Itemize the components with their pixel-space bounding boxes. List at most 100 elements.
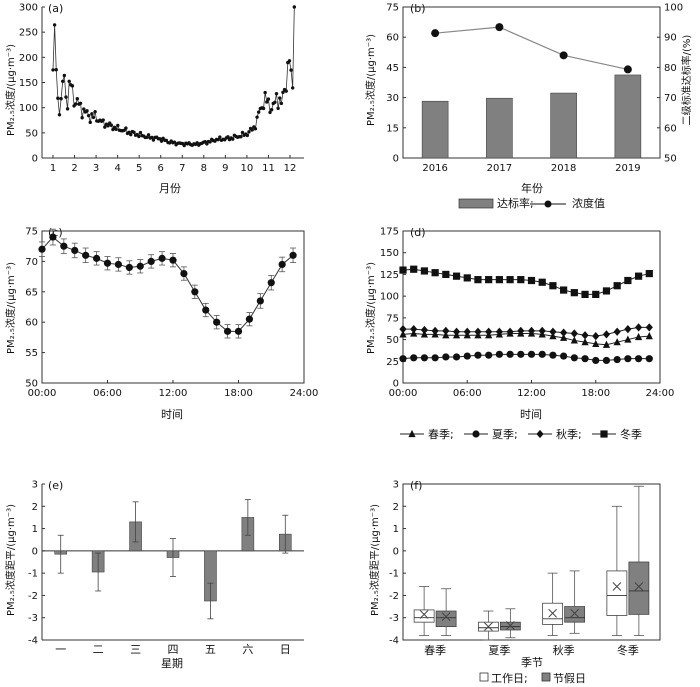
panel-a-xtick-label: 3 (93, 163, 99, 174)
panel-a-point (261, 106, 266, 111)
panel-a-point (289, 68, 293, 72)
panel-a-xtick-label: 2 (71, 163, 77, 174)
panel-a-point (151, 138, 156, 142)
panel-c-point (234, 327, 243, 335)
panel-d-label: (d) (410, 226, 426, 239)
panel-d-point (442, 326, 450, 335)
panel-e-ytick-label: 3 (32, 480, 38, 491)
panel-c-point (180, 269, 188, 278)
panel-f-legend-holiday-label: 节假日 (553, 671, 586, 685)
panel-a-point (93, 110, 97, 114)
panel-a-point (253, 127, 258, 131)
panel-d-point (463, 352, 471, 360)
panel-d-series-line (402, 332, 650, 346)
panel-a-xtick-label: 12 (284, 163, 297, 174)
panel-d-point (624, 325, 632, 334)
panel-a-point (64, 95, 68, 99)
panel-c-point (125, 263, 133, 272)
panel-b-ytick-right-label: 60 (664, 123, 677, 134)
panel-a-point (276, 106, 280, 111)
panel-d-point (474, 276, 482, 284)
panel-d-point (549, 327, 557, 336)
panel-d-point (592, 339, 600, 348)
panel-d-xtick-label: 24:00 (646, 388, 675, 399)
panel-c-point (245, 315, 254, 323)
panel-d-point (452, 353, 461, 361)
panel-f-xtick-label: 冬季 (617, 643, 639, 657)
panel-a-point (292, 5, 297, 9)
panel-a-point (146, 133, 151, 137)
panel-d-point (602, 356, 611, 365)
panel-a-point (132, 130, 136, 134)
panel-e-ytick-label: 0 (32, 546, 38, 557)
panel-d-point (560, 333, 568, 341)
panel-c-point (136, 262, 144, 270)
panel-b-legend-bar-swatch (458, 198, 494, 209)
panel-e-xtick-label: 四 (168, 643, 179, 656)
panel-f-ytick-label: -1 (389, 569, 399, 580)
panel-d-point (538, 350, 546, 358)
panel-a-point (78, 101, 83, 105)
panel-e-xtick-label: 六 (242, 643, 253, 656)
panel-b-ytick-left-label: 75 (386, 3, 399, 14)
panel-d-point (560, 352, 568, 360)
panel-d-point (560, 286, 568, 294)
panel-a-label: (a) (48, 2, 63, 15)
panel-b-line-point (623, 65, 632, 74)
panel-d-point (602, 330, 611, 339)
panel-d-point (506, 276, 514, 284)
panel-a-xtick-label: 4 (114, 163, 120, 174)
panel-d-legend-label: 春季; (428, 428, 454, 441)
panel-a-point (62, 73, 67, 78)
panel-d-frame (402, 230, 661, 384)
panel-f-mean-marker (548, 608, 557, 618)
panel-b-ytick-right-label: 80 (664, 63, 677, 74)
panel-d-point (420, 354, 429, 362)
panel-c-point (169, 256, 177, 264)
panel-a-point (145, 135, 149, 139)
panel-b-xtick-label: 2019 (615, 163, 640, 174)
panel-b-ytick-left-label: 0 (393, 154, 399, 165)
panel-b-legend-bar-label: 达标率; (497, 196, 534, 210)
panel-a-point (231, 137, 235, 141)
panel-d-point (613, 355, 621, 364)
panel-d-point (474, 351, 482, 359)
panel-d-point (634, 272, 643, 280)
panel-d-point (581, 338, 589, 346)
panel-e-xtick-label: 五 (205, 643, 216, 656)
panel-c-point (191, 288, 199, 296)
panel-c-line (41, 236, 294, 332)
panel-d-legend-label: 冬季 (620, 427, 642, 441)
panel-d-ytick-label: 125 (380, 270, 399, 281)
panel-c-point (147, 257, 155, 265)
panel-a-xtick-label: 5 (136, 163, 142, 174)
panel-d-point (645, 331, 653, 340)
panel-d-legend-label: 夏季; (492, 428, 518, 441)
panel-e-ytick-label: -4 (28, 636, 38, 647)
panel-a-point (263, 90, 267, 95)
panel-e-ytick-label: 2 (32, 502, 38, 513)
panel-d-point (410, 325, 418, 334)
panel-f-label: (f) (410, 479, 422, 492)
panel-f-mean-marker (441, 612, 451, 621)
panel-a-point (159, 139, 164, 143)
panel-a-point (256, 110, 261, 114)
panel-d-point (485, 276, 493, 284)
panel-d-ytick-label: 25 (386, 357, 399, 368)
panel-d-point (527, 276, 536, 285)
panel-d-point (485, 327, 493, 336)
panel-b-ytick-right-label: 90 (664, 33, 677, 44)
panel-e-label: (e) (48, 479, 63, 492)
panel-d-point (495, 327, 503, 336)
panel-d-point (602, 287, 611, 295)
panel-b-ytick-right-label: 70 (664, 93, 677, 104)
panel-a-xtick-label: 10 (241, 163, 254, 174)
panel-e-xtick-label: 日 (280, 643, 291, 656)
panel-c-ytick-label: 60 (25, 318, 38, 329)
panel-b-line-point (431, 29, 440, 38)
panel-a-series-line (52, 6, 295, 147)
panel-b-bar (614, 74, 642, 159)
panel-f-legend-work-label: 工作日; (491, 672, 528, 685)
panel-a-point (266, 97, 271, 101)
panel-d-point (570, 354, 578, 362)
